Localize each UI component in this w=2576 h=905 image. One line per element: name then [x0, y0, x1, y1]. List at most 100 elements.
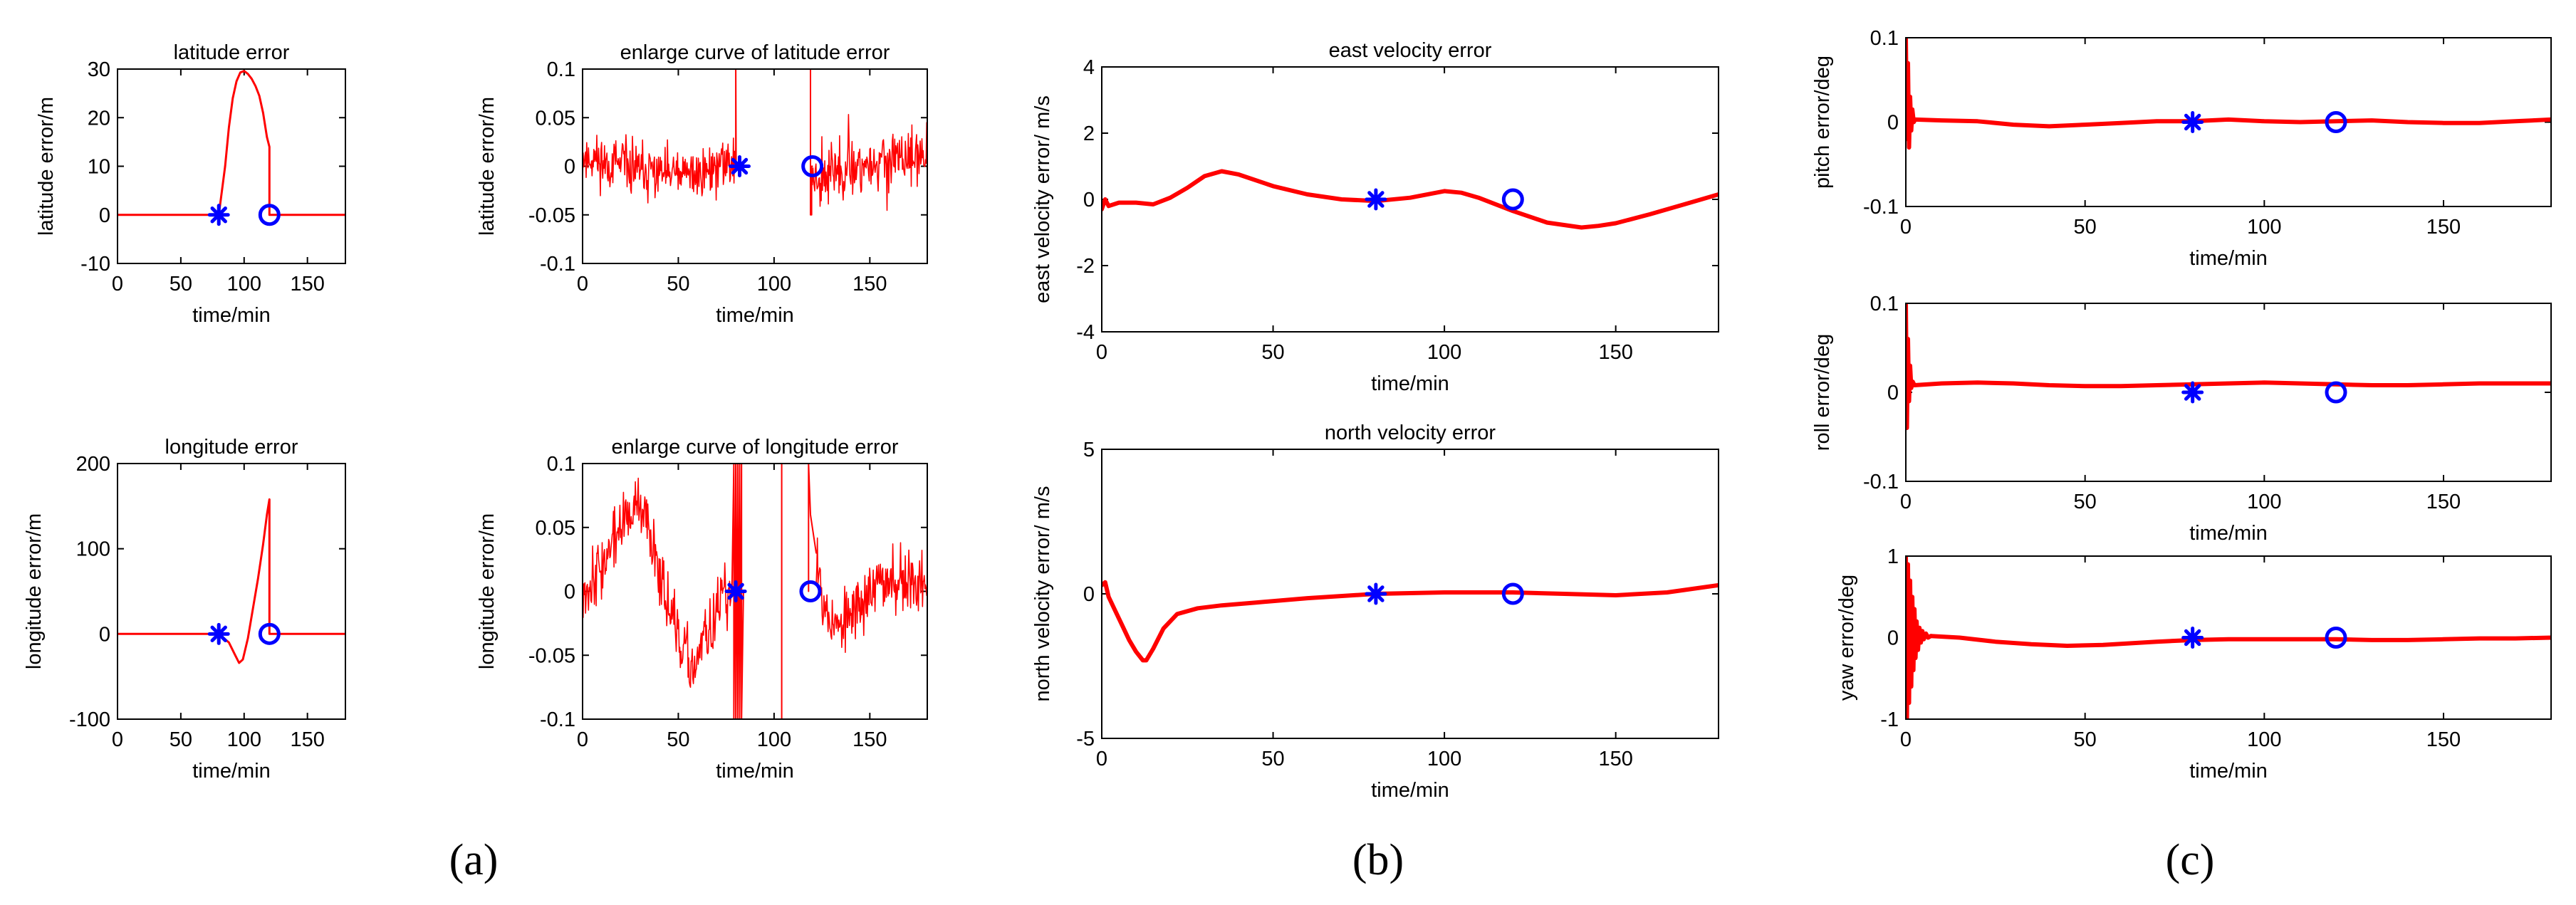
x-tick-label: 150	[1598, 748, 1632, 770]
asterisk-stroke	[2184, 384, 2201, 401]
y-tick-label: 0.1	[1870, 293, 1899, 315]
x-tick-label: 0	[577, 728, 588, 751]
series-line	[815, 537, 927, 653]
series-line	[1102, 169, 1719, 230]
y-axis-label: latitude error/m	[476, 97, 499, 236]
plot-frame	[117, 68, 346, 264]
y-tick-label: 0.1	[547, 453, 575, 476]
series-line	[118, 498, 345, 664]
y-tick-label: -0.1	[540, 708, 575, 731]
y-tick-label: 200	[76, 453, 110, 476]
chart-title: east velocity error	[1329, 39, 1492, 62]
series-group	[118, 498, 345, 664]
panel-label-a: (a)	[449, 836, 499, 884]
asterisk-stroke	[2184, 113, 2201, 131]
x-tick-label: 0	[112, 728, 123, 751]
y-axis-label: yaw error/deg	[1835, 575, 1858, 701]
plot-frame	[117, 463, 346, 720]
x-tick-label: 100	[1427, 748, 1461, 770]
plot-frame	[1101, 449, 1719, 739]
y-tick-label: -4	[1076, 321, 1095, 344]
panel-label-c: (c)	[2166, 836, 2215, 884]
x-tick-label: 0	[577, 273, 588, 295]
series-line	[811, 114, 927, 211]
y-tick-label: 0	[564, 581, 575, 604]
asterisk-stroke	[210, 625, 227, 643]
series-group	[1906, 303, 2551, 430]
chart-title: enlarge curve of latitude error	[620, 41, 890, 64]
x-tick-label: 0	[1096, 748, 1107, 770]
asterisk-marker	[2181, 111, 2204, 133]
plot-area	[118, 464, 345, 719]
asterisk-marker	[1365, 582, 1387, 605]
series-line	[583, 477, 733, 688]
asterisk-marker	[724, 580, 747, 602]
x-tick-label: 100	[2247, 491, 2281, 513]
plot-area	[1906, 303, 2551, 481]
x-tick-label: 150	[852, 273, 887, 295]
y-axis-label: roll error/deg	[1811, 334, 1834, 451]
x-tick-label: 0	[1900, 491, 1912, 513]
asterisk-marker	[728, 155, 751, 177]
y-tick-label: 5	[1083, 439, 1095, 461]
circle-marker	[2325, 627, 2347, 649]
y-tick-label: -5	[1076, 728, 1095, 750]
series-line	[808, 463, 817, 592]
x-tick-label: 50	[170, 728, 192, 751]
x-axis-label: time/min	[192, 760, 271, 783]
y-tick-label: -10	[80, 253, 110, 276]
asterisk-stroke	[2184, 629, 2201, 647]
x-tick-label: 0	[1096, 341, 1107, 364]
y-axis-label: east velocity error/ m/s	[1031, 95, 1054, 303]
y-tick-label: 2	[1083, 122, 1095, 145]
y-tick-label: -0.05	[528, 204, 575, 227]
y-tick-label: 0	[99, 623, 110, 646]
plot-frame	[1905, 37, 2552, 207]
series-line	[1906, 303, 1917, 430]
x-tick-label: 50	[170, 273, 192, 295]
x-tick-label: 0	[1900, 216, 1912, 239]
circle-marker	[799, 580, 822, 602]
series-line	[1102, 580, 1719, 663]
y-tick-label: -1	[1880, 708, 1899, 731]
y-tick-label: 0	[1083, 189, 1095, 211]
series-line	[1913, 117, 2551, 129]
x-axis-label: time/min	[192, 304, 271, 327]
asterisk-marker	[207, 622, 230, 645]
x-tick-label: 150	[290, 728, 324, 751]
x-tick-label: 150	[1598, 341, 1632, 364]
series-line	[583, 134, 736, 204]
asterisk-marker	[1365, 188, 1387, 211]
series-group	[1102, 169, 1719, 230]
panel-label-b: (b)	[1352, 836, 1404, 884]
x-tick-label: 100	[227, 273, 261, 295]
chart-title: north velocity error	[1325, 422, 1496, 444]
chart-title: longitude error	[165, 436, 298, 459]
circle-marker	[2325, 111, 2347, 133]
plot-frame	[582, 463, 928, 720]
chart-vel_e: 0 50 100 150 -4 -2 0 2 4 east velocity error time/…	[1031, 39, 1719, 395]
y-tick-label: 0	[1887, 112, 1899, 135]
series-line	[1912, 380, 2551, 389]
plot-frame	[1905, 303, 2552, 482]
plot-frame	[1101, 66, 1719, 333]
x-axis-label: time/min	[2189, 247, 2268, 270]
y-axis-label: longitude error/m	[476, 513, 499, 669]
asterisk-stroke	[1367, 585, 1385, 602]
y-tick-label: -100	[69, 708, 110, 731]
series-line	[1906, 555, 1934, 720]
circle-marker	[801, 155, 824, 177]
x-tick-label: 150	[290, 273, 324, 295]
y-tick-label: -0.05	[528, 644, 575, 667]
y-tick-label: 0	[99, 204, 110, 227]
x-tick-label: 50	[1261, 748, 1284, 770]
x-tick-label: 100	[1427, 341, 1461, 364]
y-tick-label: 0	[564, 156, 575, 179]
x-tick-label: 150	[852, 728, 887, 751]
asterisk-stroke	[727, 582, 744, 600]
series-line	[1929, 634, 2551, 648]
